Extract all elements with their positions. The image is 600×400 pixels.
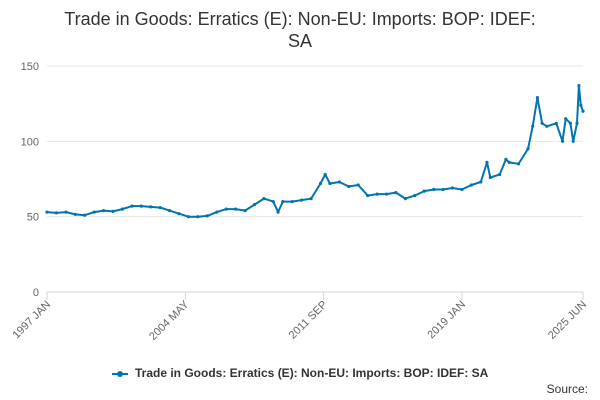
data-point[interactable]: [441, 187, 445, 192]
data-point[interactable]: [394, 191, 398, 195]
data-point[interactable]: [460, 187, 464, 192]
y-axis: 0 50 100 150: [21, 61, 39, 299]
data-point[interactable]: [507, 160, 511, 164]
data-point[interactable]: [243, 209, 247, 213]
data-point[interactable]: [535, 96, 540, 100]
data-point[interactable]: [432, 187, 436, 192]
data-point[interactable]: [568, 121, 573, 125]
data-point[interactable]: [215, 210, 219, 214]
data-point[interactable]: [577, 84, 581, 88]
data-point[interactable]: [168, 209, 172, 213]
x-axis-labels: 1997 JAN 2004 MAY 2011 SEP 2019 JAN 2025 JUN: [10, 298, 589, 343]
x-tick-label: 2011 SEP: [287, 299, 330, 342]
data-point[interactable]: [73, 212, 77, 216]
data-point[interactable]: [149, 205, 153, 209]
data-point[interactable]: [356, 183, 360, 187]
data-point[interactable]: [545, 124, 549, 128]
data-point[interactable]: [485, 160, 489, 164]
data-point[interactable]: [102, 209, 106, 213]
data-point[interactable]: [516, 162, 521, 166]
y-tick-label: 0: [33, 287, 39, 299]
legend-line-marker-icon: [111, 370, 128, 377]
x-tick-label: 1997 JAN: [10, 299, 53, 342]
data-point[interactable]: [276, 210, 280, 214]
data-point[interactable]: [271, 200, 275, 204]
data-point[interactable]: [450, 186, 455, 190]
source-credit: Source:: [547, 382, 588, 396]
x-axis: [46, 291, 584, 300]
series-layer: [45, 84, 585, 219]
data-point[interactable]: [581, 109, 585, 113]
data-point[interactable]: [92, 210, 96, 214]
gridlines: [47, 65, 583, 293]
y-tick-label: 100: [21, 136, 39, 148]
data-point[interactable]: [366, 194, 370, 198]
data-point[interactable]: [504, 157, 508, 161]
data-point[interactable]: [177, 212, 181, 216]
data-point[interactable]: [413, 194, 417, 198]
data-point[interactable]: [579, 103, 583, 107]
y-tick-label: 150: [21, 61, 39, 73]
data-point[interactable]: [323, 172, 327, 177]
data-point[interactable]: [531, 124, 535, 128]
data-point[interactable]: [337, 180, 341, 184]
data-point[interactable]: [526, 147, 530, 151]
data-point[interactable]: [479, 180, 483, 184]
data-point[interactable]: [309, 197, 313, 201]
legend[interactable]: Trade in Goods: Erratics (E): Non-EU: Im…: [0, 366, 600, 380]
data-point[interactable]: [422, 189, 426, 193]
data-point[interactable]: [300, 198, 304, 202]
x-tick-label: 2004 MAY: [147, 298, 192, 343]
source-label: Source:: [546, 382, 588, 396]
data-point[interactable]: [120, 207, 124, 211]
x-tick-label: 2025 JUN: [546, 299, 589, 342]
legend-series-label: Trade in Goods: Erratics (E): Non-EU: Im…: [134, 366, 489, 380]
data-point[interactable]: [571, 139, 575, 143]
x-tick-label: 2019 JAN: [425, 299, 468, 342]
data-point[interactable]: [488, 175, 492, 180]
data-point[interactable]: [403, 197, 407, 201]
chart-title-line-2: SA: [287, 31, 312, 51]
data-point[interactable]: [196, 215, 200, 219]
chart-title: Trade in Goods: Erratics (E): Non-EU: Im…: [0, 8, 600, 52]
data-point[interactable]: [290, 200, 294, 204]
data-point[interactable]: [83, 213, 87, 217]
data-point[interactable]: [54, 211, 59, 215]
data-point[interactable]: [281, 200, 285, 204]
data-point[interactable]: [262, 197, 266, 201]
data-point[interactable]: [375, 192, 379, 196]
data-point[interactable]: [328, 181, 332, 186]
data-point[interactable]: [469, 183, 473, 187]
chart-title-line-1: Trade in Goods: Erratics (E): Non-EU: Im…: [64, 9, 536, 29]
data-point[interactable]: [205, 214, 209, 218]
data-point[interactable]: [560, 139, 565, 143]
data-point[interactable]: [540, 121, 544, 125]
data-point[interactable]: [186, 215, 191, 219]
data-point[interactable]: [575, 121, 579, 125]
data-point[interactable]: [64, 210, 68, 214]
data-point[interactable]: [564, 117, 568, 121]
data-point[interactable]: [498, 172, 502, 177]
data-point[interactable]: [252, 203, 257, 207]
data-point[interactable]: [224, 207, 228, 211]
data-point[interactable]: [158, 206, 162, 210]
data-point[interactable]: [318, 181, 323, 186]
data-point[interactable]: [111, 209, 115, 213]
data-point[interactable]: [45, 210, 49, 214]
series-line-0[interactable]: [46, 84, 584, 218]
data-point[interactable]: [554, 121, 558, 125]
data-point[interactable]: [384, 192, 389, 196]
y-tick-label: 50: [27, 212, 39, 224]
data-point[interactable]: [234, 207, 238, 211]
data-point[interactable]: [139, 204, 143, 208]
data-point[interactable]: [130, 204, 134, 208]
data-point[interactable]: [347, 184, 351, 189]
